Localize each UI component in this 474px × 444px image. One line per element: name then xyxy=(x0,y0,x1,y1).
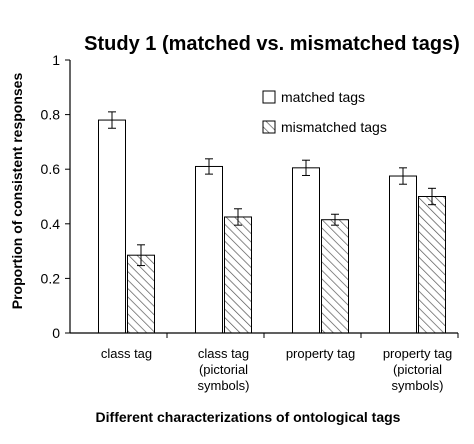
x-axis-tick-labels: class tag class tag (pictorial symbols) prop… xyxy=(101,333,459,393)
legend-swatch xyxy=(262,90,276,104)
x-tick-label: class tag xyxy=(101,346,152,361)
legend-label: matched tags xyxy=(281,89,365,105)
x-tick-label: class tag (pictorial symbols) xyxy=(197,346,249,393)
y-axis-label: Proportion of consistent responses xyxy=(9,73,25,310)
bar-mismatched xyxy=(418,196,446,334)
y-tick-label: 1 xyxy=(52,52,60,68)
chart-title: Study 1 (matched vs. mismatched tags) xyxy=(84,33,460,55)
y-tick-label: 0.4 xyxy=(41,216,61,232)
bar-mismatched xyxy=(321,219,349,334)
y-tick-label: 0.2 xyxy=(41,270,61,286)
bar-matched xyxy=(98,119,126,334)
legend: matched tags mismatched tags xyxy=(262,89,387,135)
legend-label: mismatched tags xyxy=(281,119,387,135)
y-tick-label: 0.8 xyxy=(41,107,61,123)
bar-mismatched xyxy=(127,254,155,334)
bar-matched xyxy=(292,167,320,334)
legend-swatch xyxy=(262,120,276,134)
bars-group xyxy=(98,119,446,334)
x-axis-label: Different characterizations of ontologic… xyxy=(96,409,401,425)
error-bars-group xyxy=(108,111,436,267)
axes xyxy=(69,60,458,334)
bar-matched xyxy=(389,175,417,334)
bar-mismatched xyxy=(224,216,252,334)
y-tick-label: 0.6 xyxy=(41,161,61,177)
y-tick-label: 0 xyxy=(52,325,60,341)
x-tick-label: property tag (pictorial symbols) xyxy=(383,346,452,393)
y-axis: 0 0.2 0.4 0.6 0.8 1 xyxy=(41,52,70,341)
x-tick-label: property tag xyxy=(286,346,355,361)
bar-matched xyxy=(195,165,223,334)
